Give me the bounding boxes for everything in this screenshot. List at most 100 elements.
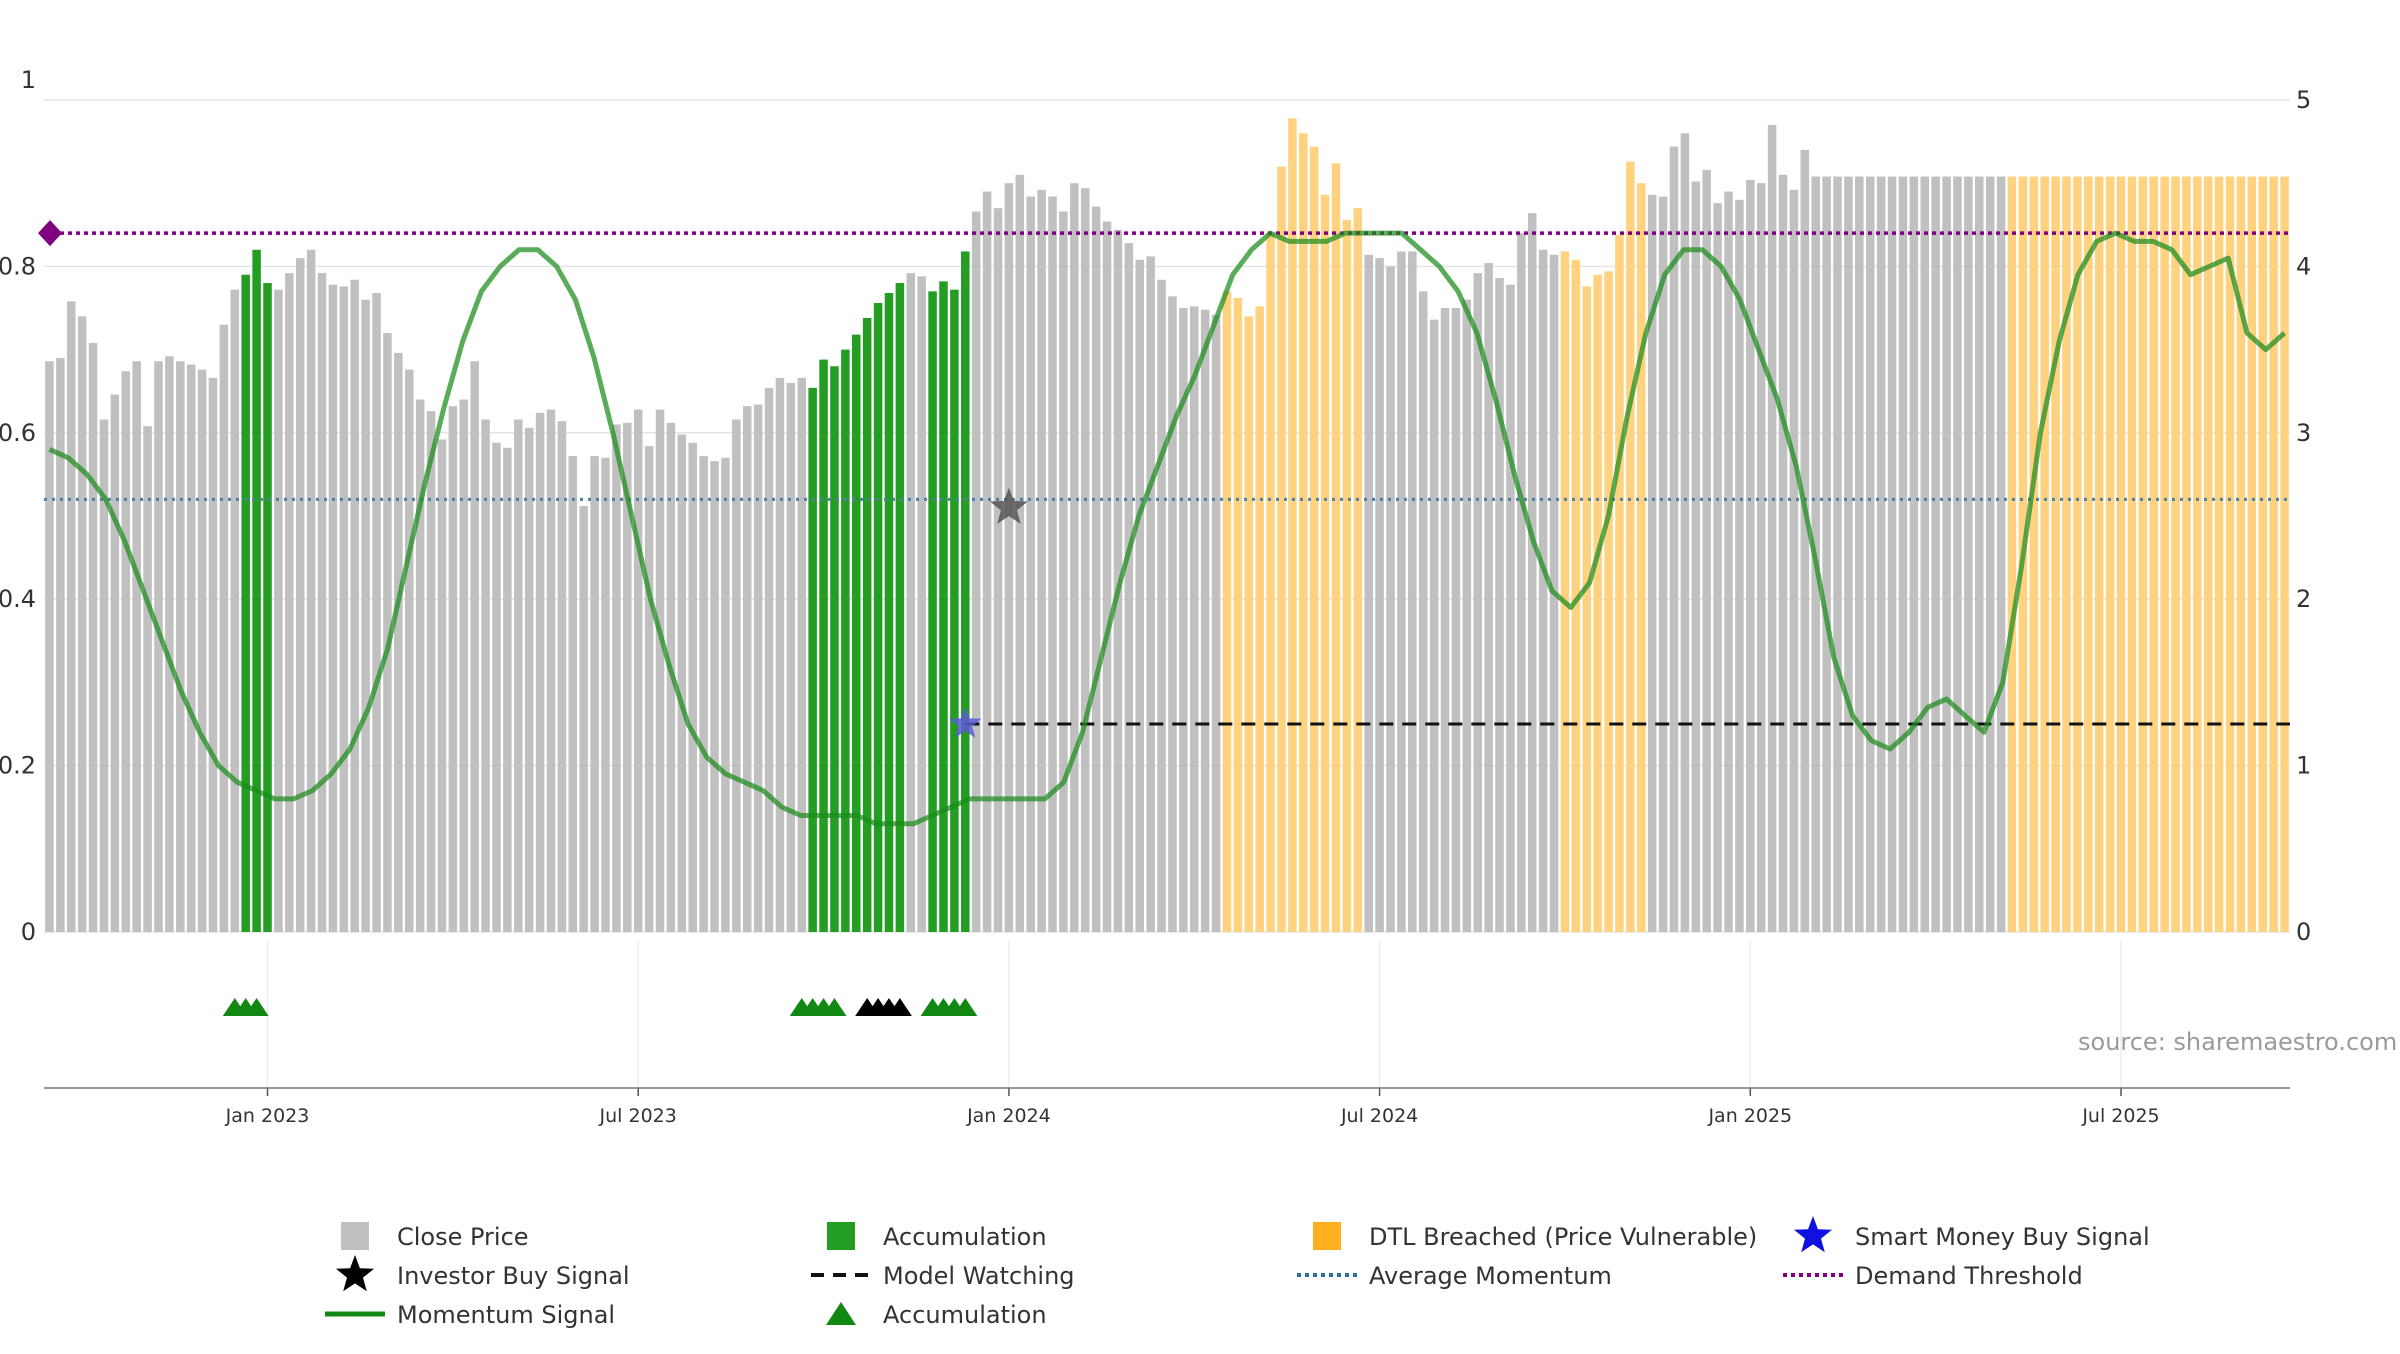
bar <box>1299 133 1308 932</box>
bar <box>1135 259 1144 932</box>
bar <box>1462 299 1472 932</box>
bar <box>2073 176 2082 932</box>
bar <box>1102 221 1112 933</box>
bar <box>45 361 54 932</box>
bar <box>1331 163 1341 932</box>
bar <box>67 301 76 932</box>
bar <box>1593 274 1602 933</box>
bar <box>1364 254 1373 932</box>
bar <box>1680 133 1690 932</box>
bar <box>1931 176 1940 932</box>
bar <box>1309 146 1319 933</box>
legend-label: Smart Money Buy Signal <box>1855 1223 2150 1251</box>
right-tick-label: 4 <box>2296 252 2311 280</box>
green-square-icon <box>827 1222 855 1250</box>
bar <box>426 411 436 933</box>
legend-label: Accumulation <box>883 1301 1047 1329</box>
bar <box>2051 176 2060 932</box>
bar <box>623 422 632 932</box>
x-tick-label: Jan 2023 <box>225 1105 310 1127</box>
legend-label: Accumulation <box>883 1223 1047 1251</box>
bar <box>688 442 697 932</box>
legend-item: Average Momentum <box>1297 1262 1612 1290</box>
axes-layer: 0 0.2 0.4 0.6 0.8 1 0 1 2 3 4 5 Jan 2023 Jul 2023 Jan … <box>0 66 2311 1127</box>
bar <box>906 273 916 932</box>
bar <box>1571 259 1581 932</box>
bar <box>99 419 109 932</box>
right-tick-label: 0 <box>2296 918 2311 946</box>
left-tick-label: 0.8 <box>0 252 36 280</box>
bar <box>121 371 131 932</box>
bar <box>677 434 687 932</box>
bar <box>1865 176 1875 932</box>
bar <box>176 361 185 932</box>
bar <box>404 369 414 932</box>
right-tick-label: 5 <box>2296 86 2311 114</box>
bar <box>383 332 392 933</box>
right-tick-label: 2 <box>2296 585 2311 613</box>
bar <box>775 377 785 932</box>
bar <box>2138 176 2148 932</box>
bar <box>2094 176 2104 932</box>
bar <box>77 316 87 932</box>
bar <box>2105 176 2115 932</box>
bar <box>186 364 196 932</box>
bar <box>1953 176 1962 932</box>
bar <box>710 461 719 932</box>
bar <box>797 377 807 932</box>
investor-buy-star <box>989 487 1028 524</box>
source-label: source: sharemaestro.com <box>2078 1028 2397 1056</box>
bar <box>470 361 479 932</box>
bar <box>1647 194 1657 932</box>
bar <box>2007 176 2017 932</box>
legend-label: Demand Threshold <box>1855 1262 2083 1290</box>
bar <box>1942 176 1951 932</box>
bar <box>1146 256 1155 932</box>
bar <box>263 283 272 932</box>
bar <box>1190 306 1199 932</box>
bar <box>1789 189 1799 932</box>
bar <box>1746 179 1755 932</box>
bar <box>524 427 534 932</box>
bar <box>1669 146 1679 933</box>
bar <box>2062 176 2071 932</box>
bar <box>742 406 752 932</box>
bar <box>841 349 850 933</box>
bar <box>1091 206 1101 933</box>
bar <box>721 457 730 932</box>
bar <box>1833 176 1842 932</box>
right-tick-label: 1 <box>2296 752 2311 780</box>
bar <box>1408 251 1417 932</box>
bar <box>2203 176 2213 932</box>
bar <box>1222 291 1232 932</box>
bar <box>732 419 741 932</box>
bar <box>1724 191 1733 932</box>
legend-item: Demand Threshold <box>1783 1262 2083 1290</box>
bar <box>1658 196 1668 933</box>
bar <box>1375 258 1384 933</box>
bar <box>274 289 283 932</box>
bar <box>110 394 120 932</box>
bar <box>1353 208 1363 932</box>
bar <box>950 289 959 932</box>
bar <box>1691 181 1701 932</box>
bar <box>1255 306 1264 932</box>
bar <box>285 273 294 932</box>
bar <box>1517 233 1526 932</box>
legend-label: Investor Buy Signal <box>397 1262 630 1290</box>
bar <box>961 251 970 932</box>
legend-label: Average Momentum <box>1369 1262 1612 1290</box>
bar <box>993 208 1003 932</box>
bar <box>1179 308 1188 932</box>
bar <box>317 273 327 932</box>
black-star-icon <box>336 1255 374 1292</box>
bar <box>1397 251 1406 932</box>
bar <box>2258 176 2267 932</box>
bar <box>1735 199 1744 933</box>
bar <box>557 421 567 932</box>
bar <box>2149 176 2158 932</box>
legend-item: Investor Buy Signal <box>336 1255 630 1292</box>
bar <box>939 281 948 933</box>
bar <box>132 361 141 932</box>
